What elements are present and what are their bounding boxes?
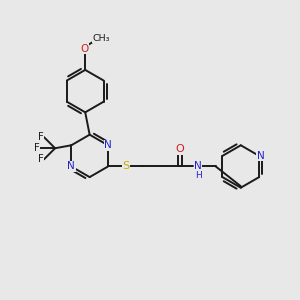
Text: F: F bbox=[34, 143, 40, 153]
Text: N: N bbox=[257, 151, 265, 161]
Text: N: N bbox=[104, 140, 112, 150]
Text: F: F bbox=[38, 132, 44, 142]
Text: F: F bbox=[38, 154, 44, 164]
Text: S: S bbox=[122, 161, 129, 172]
Text: H: H bbox=[195, 171, 202, 180]
Text: N: N bbox=[68, 161, 75, 172]
Text: O: O bbox=[80, 44, 89, 54]
Text: CH₃: CH₃ bbox=[93, 34, 110, 43]
Text: O: O bbox=[176, 144, 184, 154]
Text: N: N bbox=[194, 161, 202, 172]
